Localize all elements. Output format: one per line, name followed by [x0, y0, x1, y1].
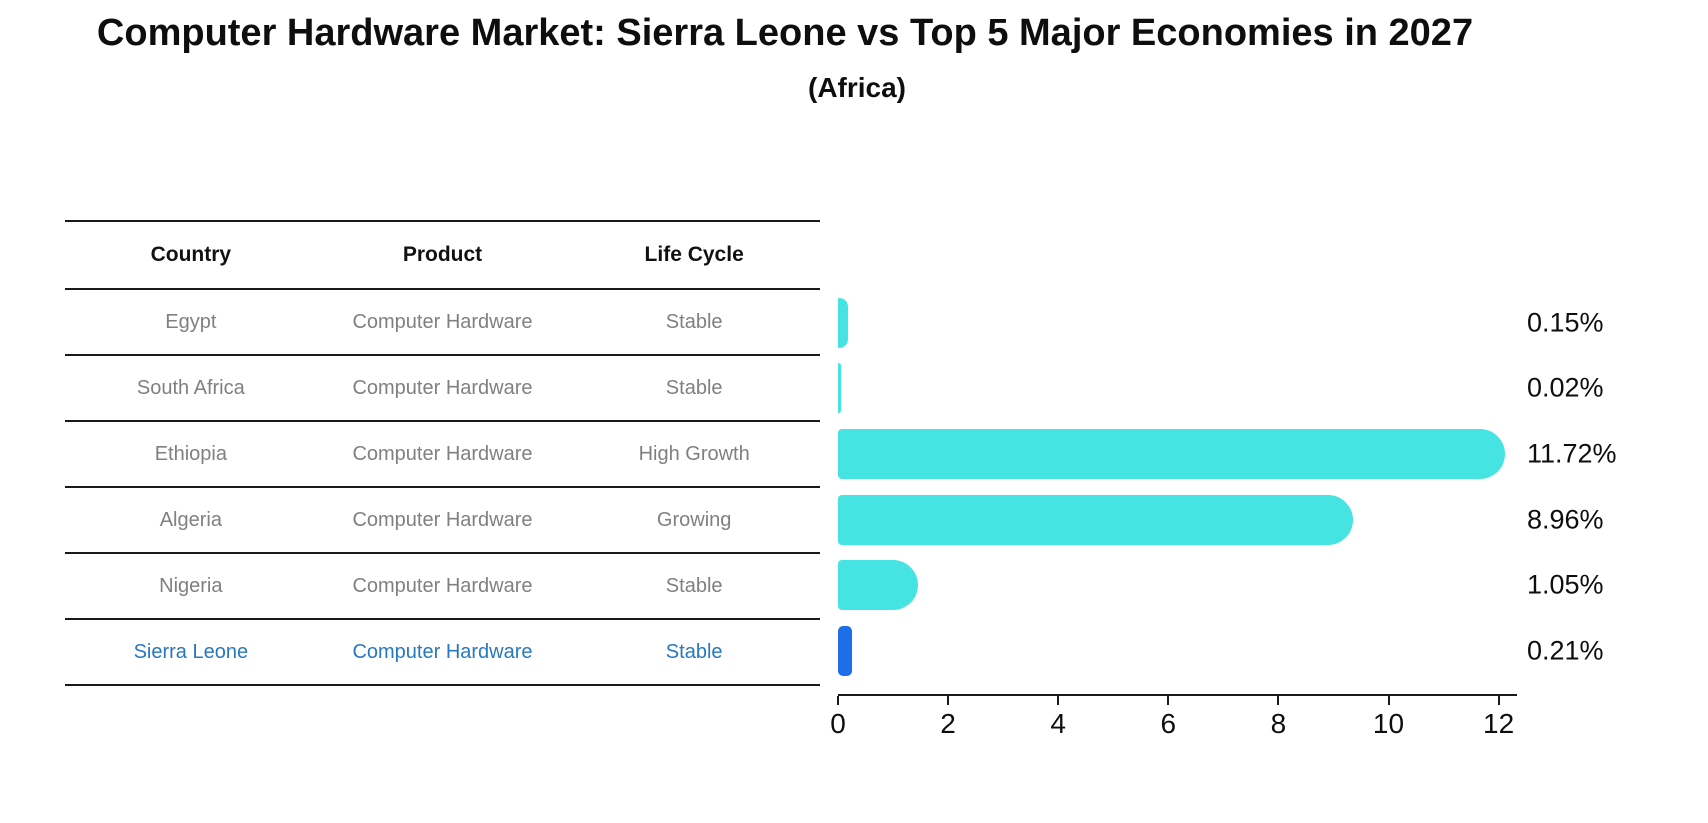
- table-row-south-africa: South Africa Computer Hardware Stable: [65, 356, 820, 422]
- x-axis-line: [838, 694, 1517, 696]
- country-cell: Egypt: [165, 310, 217, 333]
- table-row-sierra-leone: Sierra Leone Computer Hardware Stable: [65, 620, 820, 684]
- life-cycle-cell: Stable: [665, 310, 723, 333]
- value-label-south-africa: 0.02%: [1527, 372, 1604, 403]
- x-tick-label: 2: [940, 708, 956, 739]
- value-label-algeria: 8.96%: [1527, 504, 1604, 535]
- x-tick-label: 12: [1483, 708, 1515, 739]
- x-tick-mark: [1277, 696, 1280, 705]
- table-header-row: Country Product Life Cycle: [65, 220, 820, 290]
- life-cycle-cell: Stable: [665, 574, 723, 597]
- bar-sierra-leone: [838, 626, 852, 677]
- x-tick-mark: [1057, 696, 1060, 705]
- product-cell: Computer Hardware: [352, 310, 533, 333]
- x-tick-mark: [1167, 696, 1170, 705]
- chart-subtitle: (Africa): [807, 72, 907, 103]
- product-cell: Computer Hardware: [352, 442, 533, 465]
- x-tick-mark: [947, 696, 950, 705]
- country-cell: South Africa: [136, 376, 245, 399]
- product-cell: Computer Hardware: [352, 574, 533, 597]
- country-cell: Algeria: [159, 508, 222, 531]
- product-cell: Computer Hardware: [352, 508, 533, 531]
- x-tick-label: 6: [1160, 708, 1177, 739]
- country-cell: Sierra Leone: [133, 640, 249, 663]
- value-label-nigeria: 1.05%: [1527, 569, 1604, 600]
- x-tick-label: 10: [1372, 708, 1405, 739]
- table-row-nigeria: Nigeria Computer Hardware Stable: [65, 554, 820, 620]
- column-header-product: Product: [402, 243, 483, 266]
- x-tick-mark: [1387, 696, 1390, 705]
- table-row-ethiopia: Ethiopia Computer Hardware High Growth: [65, 422, 820, 488]
- life-cycle-cell: Stable: [665, 376, 723, 399]
- country-table: Country Product Life Cycle Egypt Compute…: [65, 220, 820, 686]
- value-label-sierra-leone: 0.21%: [1527, 635, 1604, 666]
- table-row-algeria: Algeria Computer Hardware Growing: [65, 488, 820, 554]
- life-cycle-cell: High Growth: [638, 442, 750, 465]
- column-header-country: Country: [150, 243, 232, 266]
- x-tick-label: 0: [830, 708, 846, 739]
- chart-title: Computer Hardware Market: Sierra Leone v…: [96, 12, 1474, 54]
- value-label-egypt: 0.15%: [1527, 307, 1604, 338]
- bar-egypt: [838, 297, 849, 348]
- x-tick-label: 8: [1270, 708, 1287, 739]
- product-cell: Computer Hardware: [352, 640, 533, 663]
- bar-ethiopia: [838, 429, 1506, 480]
- bar-algeria: [838, 494, 1354, 545]
- column-header-life-cycle: Life Cycle: [644, 243, 744, 266]
- table-body: Egypt Computer Hardware Stable South Afr…: [65, 290, 820, 686]
- life-cycle-cell: Stable: [665, 640, 723, 663]
- country-cell: Nigeria: [159, 574, 223, 597]
- x-tick-label: 4: [1050, 708, 1066, 739]
- bar-south-africa: [838, 363, 842, 414]
- x-tick-mark: [1497, 696, 1500, 705]
- product-cell: Computer Hardware: [352, 376, 533, 399]
- table-row-egypt: Egypt Computer Hardware Stable: [65, 290, 820, 356]
- country-cell: Ethiopia: [154, 442, 227, 465]
- bar-nigeria: [838, 560, 918, 611]
- life-cycle-cell: Growing: [656, 508, 732, 531]
- x-tick-mark: [837, 696, 839, 705]
- value-label-ethiopia: 11.72%: [1527, 438, 1617, 469]
